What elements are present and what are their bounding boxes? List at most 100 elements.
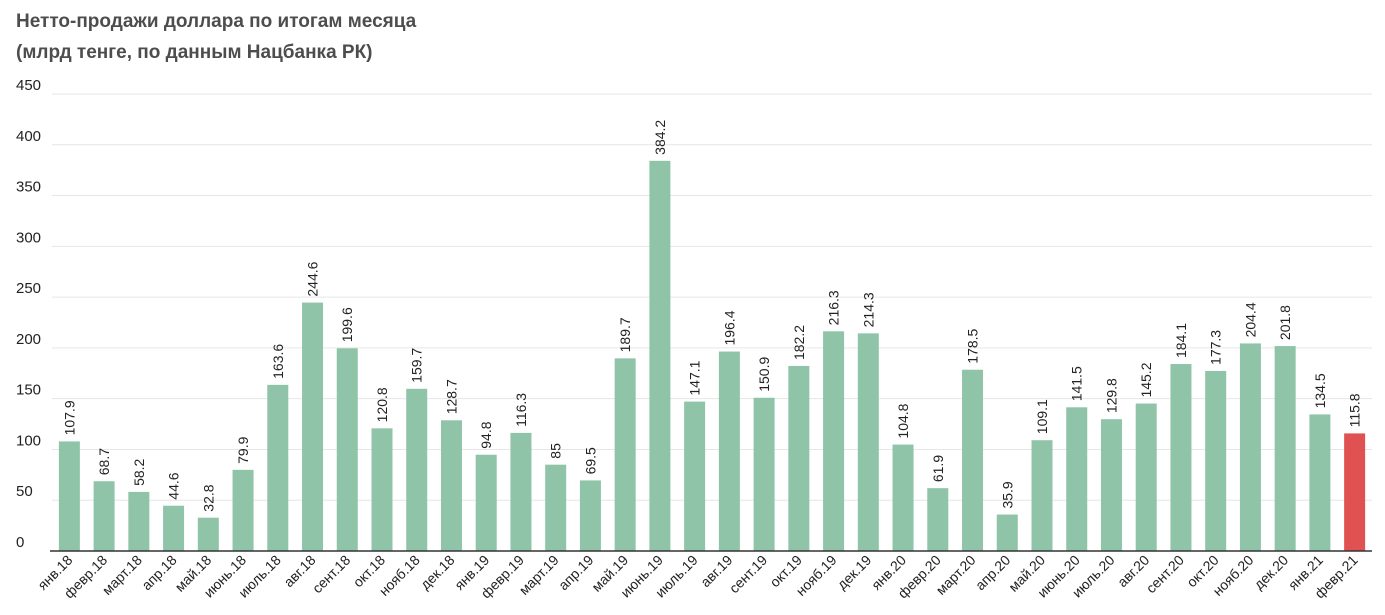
y-tick-label: 100 [16, 432, 41, 449]
bar-value-label: 196.4 [721, 310, 737, 345]
bar [128, 491, 150, 551]
x-category-label: сент.20 [1143, 552, 1188, 597]
bar-value-label: 107.9 [61, 400, 77, 435]
bar [1274, 346, 1296, 551]
bar-value-label: 182.2 [791, 325, 807, 360]
bar [1170, 364, 1192, 551]
bar [1239, 343, 1261, 551]
bar [232, 469, 254, 551]
x-category-label: сент.19 [726, 552, 771, 597]
data-labels: 107.9 68.7 58.2 44.6 32.8 79.9 163.6 244.6 199.6… [61, 120, 1362, 512]
bar [371, 428, 393, 551]
y-tick-label: 350 [16, 179, 41, 196]
x-category-label: дек.19 [834, 552, 875, 593]
bar-value-label: 129.8 [1103, 378, 1119, 413]
bar-value-label: 150.9 [756, 357, 772, 392]
bar-value-label: 79.9 [235, 436, 251, 463]
bar [163, 505, 185, 551]
bar-value-label: 184.1 [1173, 323, 1189, 358]
y-tick-label: 300 [16, 229, 41, 246]
y-tick-label: 0 [16, 534, 24, 551]
x-category-label: дек.18 [417, 552, 458, 593]
bar [927, 488, 949, 551]
bar [823, 331, 845, 551]
bar [1309, 414, 1331, 551]
bar-value-label: 58.2 [131, 458, 147, 485]
bar-value-label: 128.7 [443, 379, 459, 414]
bar-value-label: 120.8 [374, 387, 390, 422]
chart-title-line-2: (млрд тенге, по данным Нацбанка РК) [16, 42, 373, 63]
bar-value-label: 214.3 [860, 292, 876, 327]
bar [58, 441, 80, 551]
bar [684, 401, 706, 551]
bar-value-label: 201.8 [1277, 305, 1293, 340]
x-category-label: апр.20 [972, 552, 1014, 594]
bar [197, 517, 219, 551]
bar [475, 454, 497, 551]
bar-value-label: 104.8 [895, 403, 911, 438]
bar [267, 384, 289, 551]
bar [892, 444, 914, 551]
chart-title: Нетто-продажи доллара по итогам месяца (… [16, 6, 416, 68]
bar-value-label: 61.9 [930, 455, 946, 482]
bar [962, 369, 984, 551]
x-category-label: март.18 [99, 552, 145, 598]
bar [1066, 407, 1088, 551]
x-category-label: март.20 [933, 552, 979, 598]
y-tick-label: 250 [16, 280, 41, 297]
bar-value-label: 35.9 [999, 481, 1015, 508]
bar [545, 464, 567, 551]
bar [753, 397, 775, 551]
bar [1205, 370, 1227, 551]
x-category-label: март.19 [516, 552, 562, 598]
bar [510, 432, 532, 551]
bar-value-label: 216.3 [826, 290, 842, 325]
bar [1344, 433, 1366, 551]
bar [718, 351, 740, 551]
bar [336, 348, 358, 551]
bar-value-label: 178.5 [965, 328, 981, 363]
bar [302, 302, 324, 551]
bar-value-label: 159.7 [409, 348, 425, 383]
bar-value-label: 145.2 [1138, 362, 1154, 397]
y-tick-label: 50 [16, 483, 33, 500]
bar [788, 365, 810, 551]
bar-value-label: 147.1 [687, 360, 703, 395]
bar-value-label: 134.5 [1312, 373, 1328, 408]
x-category-label: сент.18 [309, 552, 354, 597]
bar-value-label: 115.8 [1347, 393, 1363, 427]
bar-value-label: 32.8 [200, 484, 216, 511]
bar-value-label: 141.5 [1069, 366, 1085, 401]
bar [649, 160, 671, 552]
bar [1135, 403, 1157, 551]
bar [93, 481, 115, 551]
y-tick-label: 400 [16, 128, 41, 145]
bar-value-label: 384.2 [652, 120, 668, 155]
bar-value-label: 177.3 [1208, 330, 1224, 365]
bar-value-label: 44.6 [166, 472, 182, 499]
y-axis-ticks: 0 50 100 150 200 250 300 350 400 450 [16, 77, 41, 551]
chart-title-line-1: Нетто-продажи доллара по итогам месяца [16, 11, 417, 32]
bar [406, 388, 428, 551]
x-category-label: дек.20 [1251, 552, 1292, 593]
bar [614, 358, 636, 551]
x-category-label: апр.19 [555, 552, 597, 594]
y-tick-label: 150 [16, 382, 41, 399]
bar-value-label: 204.4 [1242, 302, 1258, 337]
bar-value-label: 69.5 [582, 447, 598, 474]
y-tick-label: 200 [16, 331, 41, 348]
bar-value-label: 116.3 [513, 393, 529, 427]
x-category-label: апр.18 [138, 552, 180, 594]
bar-value-label: 163.6 [270, 344, 286, 379]
bar-value-label: 94.8 [478, 421, 494, 448]
bar [1031, 440, 1053, 551]
bar-value-label: 109.1 [1034, 399, 1050, 434]
bar [857, 333, 879, 551]
bar-value-label: 68.7 [96, 448, 112, 475]
bar [579, 480, 601, 551]
bar-value-label: 85 [548, 443, 564, 459]
bar [996, 514, 1018, 551]
bars [58, 160, 1366, 552]
bar [1100, 419, 1122, 551]
